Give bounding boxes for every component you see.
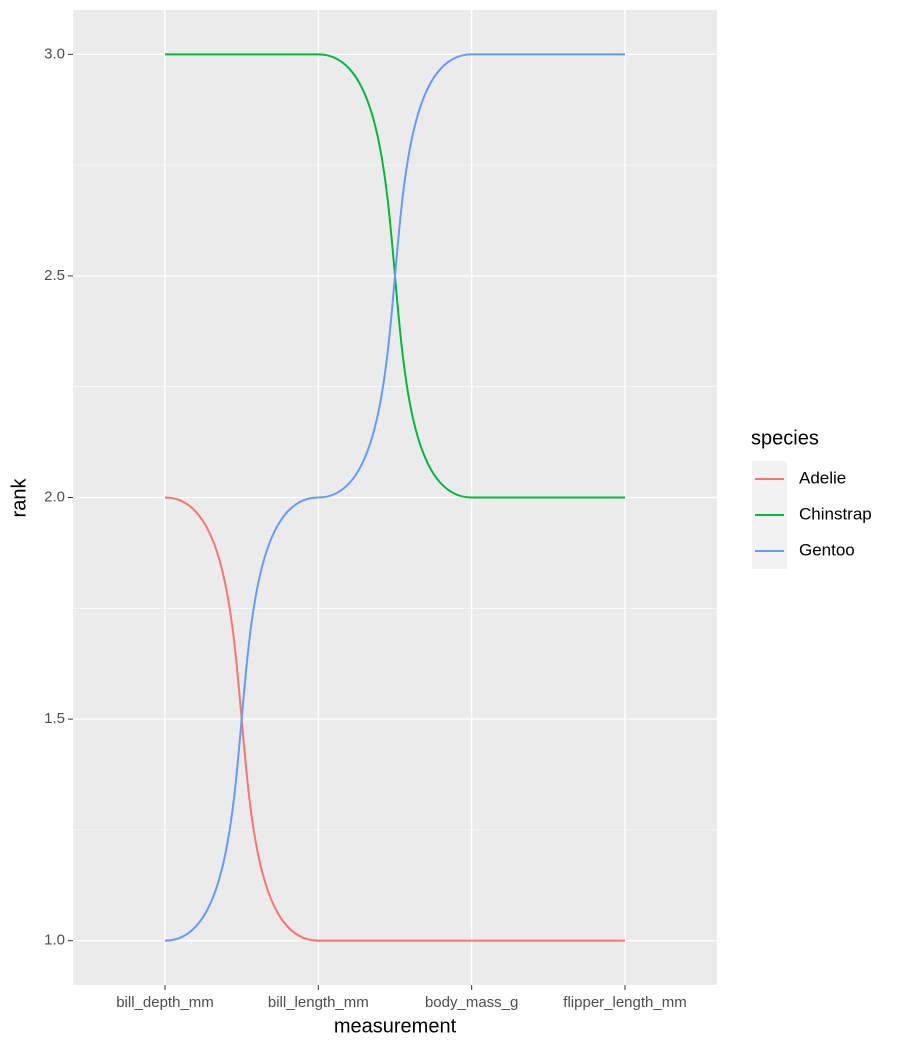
legend-label: Gentoo xyxy=(799,540,855,559)
legend-label: Adelie xyxy=(799,468,846,487)
x-tick-label: body_mass_g xyxy=(425,994,518,1011)
y-tick-label: 3.0 xyxy=(44,45,65,62)
series-line xyxy=(164,53,625,942)
x-axis-title: measurement xyxy=(334,1015,457,1037)
y-tick-label: 2.0 xyxy=(44,488,65,505)
x-tick-label: bill_length_mm xyxy=(268,994,369,1011)
y-tick-label: 1.5 xyxy=(44,710,65,727)
y-tick-label: 1.0 xyxy=(44,932,65,949)
series-line xyxy=(164,496,625,942)
legend-title: species xyxy=(751,427,819,449)
x-tick-label: bill_depth_mm xyxy=(116,994,214,1011)
legend-label: Chinstrap xyxy=(799,504,872,523)
y-axis-title: rank xyxy=(8,478,30,518)
y-tick-label: 2.5 xyxy=(44,267,65,284)
x-tick-label: flipper_length_mm xyxy=(563,994,686,1011)
